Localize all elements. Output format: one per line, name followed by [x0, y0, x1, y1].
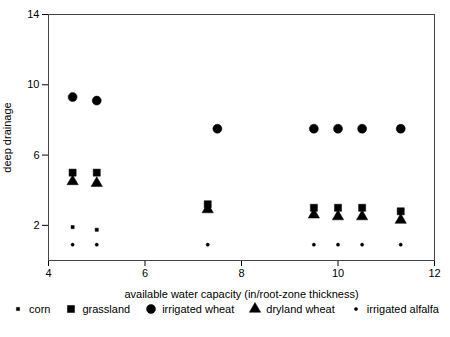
svg-text:10: 10 — [332, 267, 344, 279]
svg-text:12: 12 — [428, 267, 440, 279]
svg-text:14: 14 — [27, 8, 39, 20]
svg-text:6: 6 — [142, 267, 148, 279]
html-text:grassland: grassland — [82, 303, 131, 315]
svg-text:2: 2 — [33, 219, 39, 231]
html-text:irrigated alfalfa: irrigated alfalfa — [366, 303, 439, 315]
html-text:corn: corn — [29, 303, 51, 315]
html-text:dryland wheat: dryland wheat — [266, 303, 335, 315]
svg-text:10: 10 — [27, 78, 39, 90]
svg-text:8: 8 — [238, 267, 244, 279]
svg-text:6: 6 — [33, 149, 39, 161]
html-text:irrigated wheat: irrigated wheat — [162, 303, 235, 315]
svg-text:4: 4 — [45, 267, 51, 279]
svg-text:deep drainage: deep drainage — [1, 102, 13, 172]
svg-text:available water capacity (in/r: available water capacity (in/root-zone t… — [124, 288, 358, 300]
